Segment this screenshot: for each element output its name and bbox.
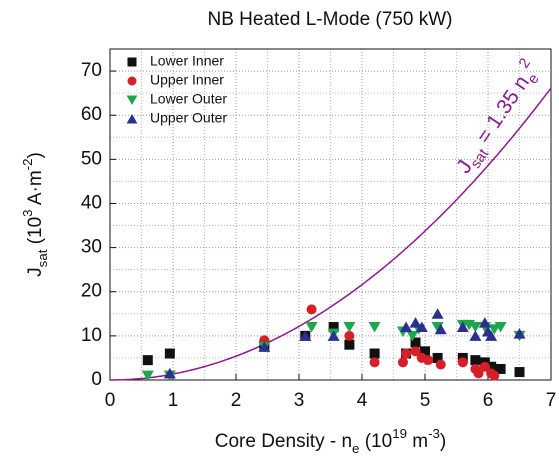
marker bbox=[469, 322, 482, 333]
marker bbox=[305, 322, 318, 333]
marker bbox=[344, 339, 355, 350]
marker bbox=[368, 322, 381, 333]
x-tick-label: 5 bbox=[420, 390, 431, 411]
x-axis-label: Core Density - ne (1019 m-3) bbox=[215, 426, 447, 456]
marker bbox=[369, 348, 380, 359]
plot-frame bbox=[109, 48, 552, 381]
marker bbox=[343, 322, 356, 333]
marker bbox=[400, 321, 413, 333]
marker bbox=[344, 330, 355, 341]
y-tick-label: 50 bbox=[81, 148, 102, 169]
marker bbox=[514, 367, 525, 378]
marker bbox=[513, 328, 526, 339]
legend-marker bbox=[127, 57, 137, 67]
curve-label-part: 2 bbox=[516, 56, 534, 72]
x-tick-label: 1 bbox=[168, 390, 179, 411]
marker bbox=[401, 348, 412, 359]
marker bbox=[434, 323, 447, 335]
x-tick-label: 0 bbox=[105, 390, 116, 411]
marker bbox=[479, 361, 490, 372]
marker bbox=[406, 330, 419, 342]
marker bbox=[410, 337, 421, 348]
y-axis-label-part: A·m bbox=[25, 170, 46, 209]
y-tick-label: 60 bbox=[81, 104, 102, 125]
x-tick-label: 7 bbox=[546, 390, 557, 411]
marker bbox=[495, 363, 506, 374]
legend-label: Lower Outer bbox=[150, 91, 227, 107]
marker bbox=[142, 355, 153, 366]
marker bbox=[456, 321, 469, 333]
x-axis-label-part: m bbox=[407, 431, 428, 452]
x-tick-label: 2 bbox=[231, 390, 242, 411]
y-tick-label: 40 bbox=[81, 192, 102, 213]
x-axis-label-part: 19 bbox=[392, 426, 407, 441]
chart-title: NB Heated L-Mode (750 kW) bbox=[208, 9, 453, 30]
marker bbox=[299, 330, 312, 341]
legend-label: Upper Inner bbox=[150, 72, 224, 88]
x-axis-label-part: e bbox=[352, 441, 359, 456]
legend-marker bbox=[126, 114, 138, 124]
marker bbox=[478, 317, 491, 328]
x-axis-label-part: (10 bbox=[359, 431, 392, 452]
marker bbox=[163, 367, 176, 379]
marker bbox=[369, 357, 380, 368]
marker bbox=[432, 352, 443, 363]
marker bbox=[485, 330, 498, 341]
fit-curve bbox=[110, 87, 552, 381]
marker bbox=[420, 346, 430, 357]
y-axis-label-part: ) bbox=[25, 152, 46, 158]
x-axis-label-part: ) bbox=[440, 431, 446, 452]
y-axis-label-part: 3 bbox=[20, 209, 35, 216]
x-axis-label-part: -3 bbox=[428, 426, 440, 441]
marker bbox=[494, 322, 507, 333]
marker bbox=[397, 357, 408, 368]
marker bbox=[410, 346, 421, 357]
marker bbox=[486, 361, 497, 372]
y-axis-label-part: -2 bbox=[20, 159, 35, 171]
x-tick-label: 6 bbox=[483, 390, 494, 411]
marker bbox=[488, 324, 501, 335]
y-tick-label: 70 bbox=[81, 60, 102, 81]
y-axis-label: Jsat (103 A·m-2) bbox=[20, 152, 50, 277]
marker bbox=[258, 341, 271, 352]
marker bbox=[469, 330, 482, 341]
marker bbox=[473, 368, 484, 379]
marker bbox=[435, 359, 446, 370]
y-tick-label: 10 bbox=[81, 325, 102, 346]
marker bbox=[306, 304, 317, 315]
curve-label: Jsat = 1.35 ne2 bbox=[449, 56, 548, 181]
y-tick-label: 20 bbox=[81, 281, 102, 302]
x-tick-label: 4 bbox=[357, 390, 368, 411]
y-axis-label-part: sat bbox=[35, 249, 50, 267]
marker bbox=[141, 370, 154, 382]
marker bbox=[470, 355, 481, 366]
marker bbox=[415, 321, 428, 333]
marker bbox=[164, 348, 175, 359]
x-tick-label: 3 bbox=[294, 390, 305, 411]
marker bbox=[423, 355, 434, 366]
y-axis-label-part: (10 bbox=[25, 217, 46, 250]
legend-label: Upper Outer bbox=[150, 110, 227, 126]
marker bbox=[328, 322, 339, 333]
y-tick-label: 30 bbox=[81, 237, 102, 258]
x-axis-label-part: Core Density - n bbox=[215, 431, 352, 452]
legend-marker bbox=[126, 95, 138, 105]
legend-label: Lower Inner bbox=[150, 53, 224, 69]
marker bbox=[431, 308, 444, 319]
marker bbox=[457, 357, 468, 368]
marker bbox=[327, 330, 340, 341]
curve-label-part: = 1.35 n bbox=[469, 71, 534, 152]
y-tick-label: 0 bbox=[91, 369, 102, 390]
y-axis-label-part: J bbox=[25, 267, 46, 277]
legend-marker bbox=[127, 76, 137, 86]
marker bbox=[489, 370, 500, 381]
marker bbox=[409, 317, 422, 328]
